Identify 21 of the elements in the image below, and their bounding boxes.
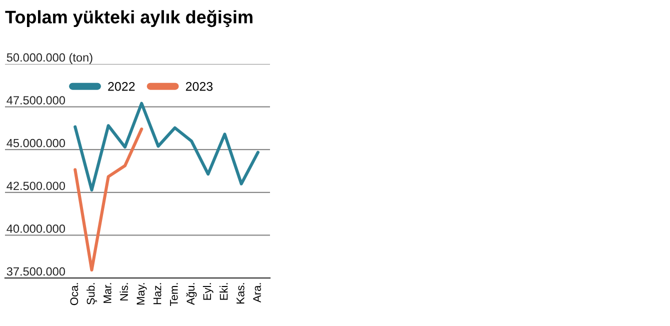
x-tick-label: Eyl. [202,283,214,300]
y-tick-label: 40.000.000 [6,224,66,233]
y-tick-label: 47.500.000 [6,96,66,104]
x-tick-label: Şub. [86,283,97,305]
x-tick-label: Ara. [253,283,261,303]
legend-label: 2023 [186,82,213,91]
legend-label: 2022 [108,82,135,91]
y-tick-label: 37.500.000 [6,267,66,276]
y-tick-label: 50.000.000 (ton) [6,52,92,64]
x-tick-label: Haz. [153,283,162,304]
x-tick-label: Oca. [70,283,78,306]
y-tick-label: 42.500.000 [6,182,66,190]
x-tick-label: Eki. [220,283,228,300]
x-tick-label: Nis. [120,283,128,300]
y-tick-label: 45.000.000 [6,138,66,148]
x-tick-label: May. [136,283,147,305]
chart-title: Toplam yükteki aylık değişim [5,10,252,28]
x-tick-label: Mar. [104,283,112,303]
x-tick-label: Kas. [236,283,244,304]
x-tick-label: Ağu. [186,283,197,305]
x-tick-label: Tem. [170,283,178,306]
